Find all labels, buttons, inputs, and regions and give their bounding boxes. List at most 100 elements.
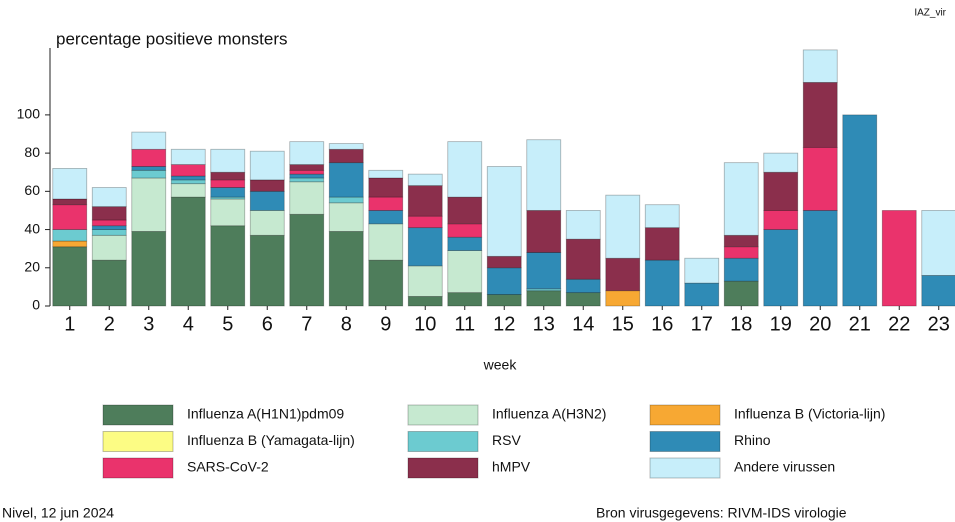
- bar-segment: [131, 169, 167, 179]
- bar-segment: [407, 296, 443, 307]
- bar-segment: [723, 246, 759, 259]
- bar-segment: [289, 169, 325, 175]
- bar-segment: [131, 177, 167, 232]
- bar-segment: [684, 257, 720, 284]
- x-tick-label: 8: [341, 313, 352, 335]
- bar-segment: [526, 252, 562, 290]
- legend-swatch: [102, 431, 174, 452]
- bar-segment: [210, 225, 246, 307]
- bar-segment: [486, 294, 522, 307]
- x-tick-label: 21: [849, 313, 871, 335]
- legend-swatch: [407, 404, 479, 426]
- bar-segment: [723, 234, 759, 248]
- x-tick-label: 13: [533, 313, 555, 335]
- legend-swatch: [649, 457, 721, 479]
- bar-segment: [131, 131, 167, 150]
- bar-segment: [91, 219, 127, 227]
- bar-segment: [368, 196, 404, 211]
- x-tick-label: 10: [414, 313, 436, 335]
- legend-swatch: [407, 457, 479, 479]
- bar-segment: [328, 231, 364, 307]
- bar-segment: [91, 229, 127, 236]
- bar-segment: [684, 282, 720, 307]
- bar-segment: [842, 114, 878, 307]
- bar-segment: [328, 143, 364, 150]
- legend-label: hMPV: [492, 459, 531, 475]
- bar-segment: [131, 231, 167, 307]
- footer-right: Bron virusgegevens: RIVM-IDS virologie: [596, 505, 847, 521]
- bar-segment: [210, 148, 246, 173]
- bar-segment: [368, 223, 404, 261]
- legend-swatch: [649, 404, 721, 426]
- bar-segment: [605, 194, 641, 259]
- bar-segment: [565, 292, 601, 307]
- bar-segment: [723, 280, 759, 307]
- y-tick-label: 60: [24, 182, 40, 198]
- x-tick-label: 2: [104, 313, 115, 335]
- bar-segment: [52, 229, 88, 242]
- bar-segment: [526, 210, 562, 253]
- bar-segment: [289, 177, 325, 183]
- bar-segment: [170, 179, 206, 185]
- legend-label: Influenza A(H1N1)pdm09: [187, 406, 344, 422]
- bar-segment: [802, 49, 838, 83]
- chart-code: IAZ_vir: [914, 8, 946, 19]
- bar-segment: [486, 255, 522, 269]
- bar-segment: [565, 238, 601, 280]
- y-tick-label: 100: [17, 106, 41, 122]
- bar-segment: [91, 225, 127, 230]
- legend-label: SARS-CoV-2: [187, 459, 269, 475]
- bar-segment: [91, 206, 127, 221]
- bar-segment: [249, 190, 285, 211]
- bar-segment: [289, 181, 325, 215]
- x-tick-label: 17: [691, 313, 713, 335]
- bar-segment: [921, 275, 955, 307]
- bar-segment: [368, 169, 404, 179]
- bar-segment: [881, 210, 917, 307]
- x-tick-label: 18: [730, 313, 752, 335]
- x-tick-label: 4: [183, 313, 194, 335]
- bar-segment: [486, 166, 522, 257]
- x-tick-label: 16: [651, 313, 673, 335]
- bar-segment: [52, 204, 88, 230]
- y-tick-label: 40: [24, 220, 40, 236]
- bar-segment: [131, 148, 167, 167]
- bar-segment: [802, 210, 838, 307]
- bar-segment: [605, 290, 641, 307]
- bar-segment: [289, 213, 325, 307]
- x-tick-label: 14: [572, 313, 594, 335]
- bar-segment: [447, 223, 483, 238]
- x-tick-label: 3: [143, 313, 154, 335]
- legend-swatch: [407, 431, 479, 452]
- bar-segment: [52, 167, 88, 200]
- x-tick-label: 7: [301, 313, 312, 335]
- bar-segment: [447, 196, 483, 225]
- bar-segment: [91, 259, 127, 307]
- bar-segment: [763, 171, 799, 211]
- bar-segment: [328, 162, 364, 198]
- bar-segment: [407, 185, 443, 217]
- bar-segment: [526, 290, 562, 307]
- x-tick-label: 1: [64, 313, 75, 335]
- bar-segment: [526, 139, 562, 211]
- bar-segment: [249, 179, 285, 192]
- bar-segment: [802, 146, 838, 211]
- bar-segment: [52, 246, 88, 307]
- bar-segment: [763, 152, 799, 173]
- bar-segment: [447, 292, 483, 307]
- x-tick-label: 11: [454, 313, 475, 335]
- bar-segment: [328, 202, 364, 232]
- bar-segment: [170, 183, 206, 198]
- legend-label: RSV: [492, 432, 521, 448]
- x-tick-label: 9: [380, 313, 391, 335]
- legend-label: Influenza A(H3N2): [492, 406, 606, 422]
- x-tick-label: 15: [612, 313, 634, 335]
- y-tick-label: 80: [24, 144, 40, 160]
- bar-segment: [723, 162, 759, 236]
- legend-label: Influenza B (Victoria-lijn): [734, 406, 885, 422]
- bar-segment: [763, 210, 799, 230]
- bar-segment: [723, 257, 759, 282]
- bar-segment: [91, 187, 127, 208]
- x-tick-label: 22: [888, 313, 910, 335]
